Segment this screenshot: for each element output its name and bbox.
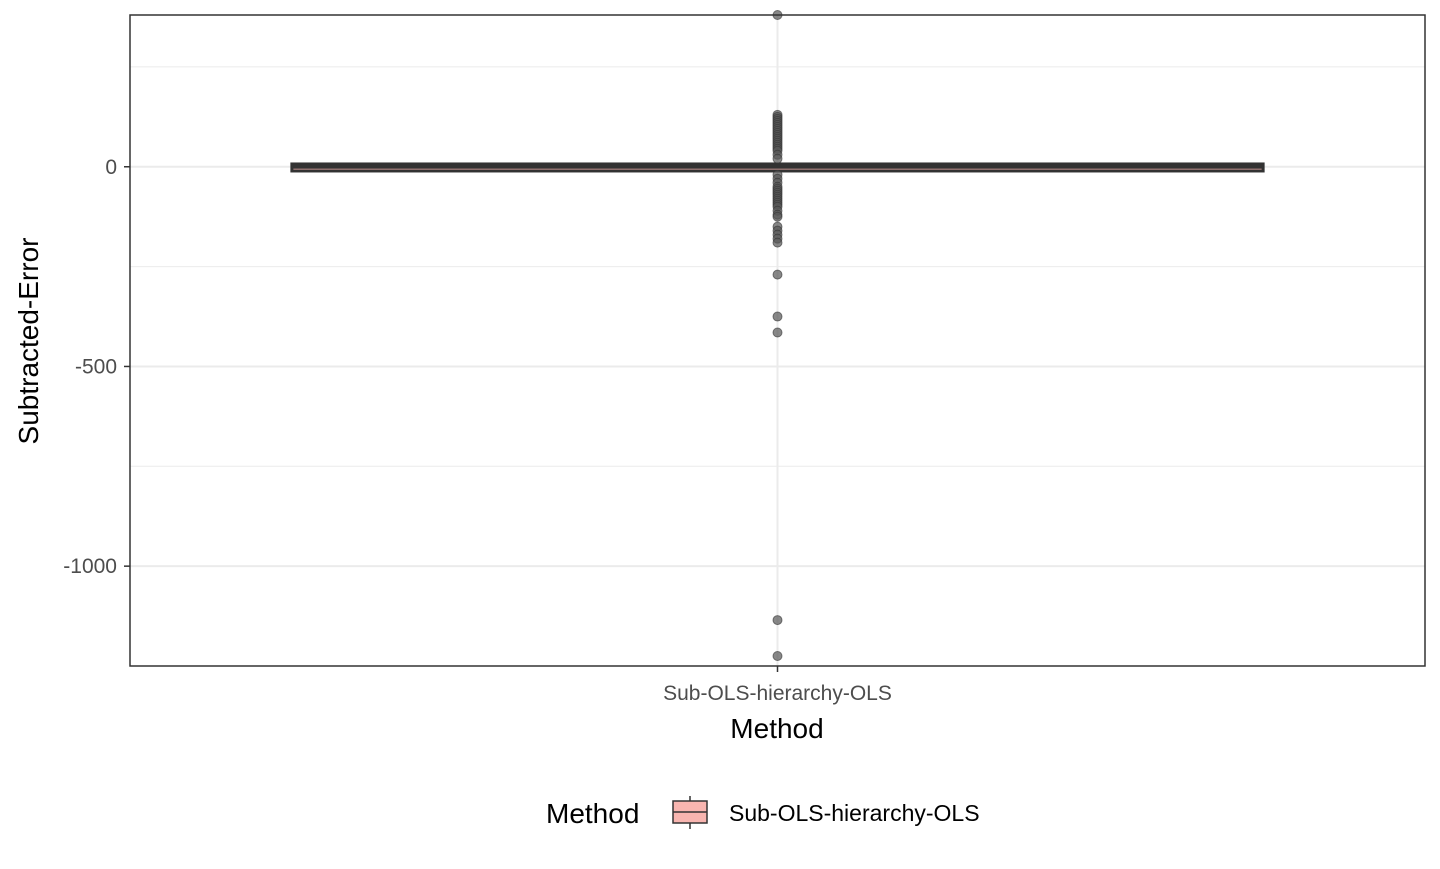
x-tick-label: Sub-OLS-hierarchy-OLS: [663, 682, 892, 705]
outlier-point: [772, 237, 783, 248]
y-tick-label: -500: [75, 355, 117, 378]
y-tick-label: 0: [105, 156, 117, 179]
outlier-point: [772, 311, 783, 322]
x-axis-title: Method: [730, 713, 823, 744]
legend-key: [672, 796, 708, 829]
legend-label: Sub-OLS-hierarchy-OLS: [729, 800, 980, 826]
outlier-point: [772, 211, 783, 222]
axes: 0 -500 -1000 Sub-OLS-hierarchy-OLS: [63, 156, 892, 705]
outlier-point: [772, 327, 783, 338]
outlier-point: [772, 651, 783, 662]
y-tick-label: -1000: [63, 555, 117, 578]
legend-title: Method: [546, 798, 639, 829]
y-axis-title: Subtracted-Error: [13, 238, 44, 445]
legend: Method Sub-OLS-hierarchy-OLS: [546, 796, 980, 829]
outlier-point: [772, 269, 783, 280]
outlier-point: [772, 153, 783, 164]
outliers: [772, 10, 783, 662]
outlier-point: [772, 615, 783, 626]
